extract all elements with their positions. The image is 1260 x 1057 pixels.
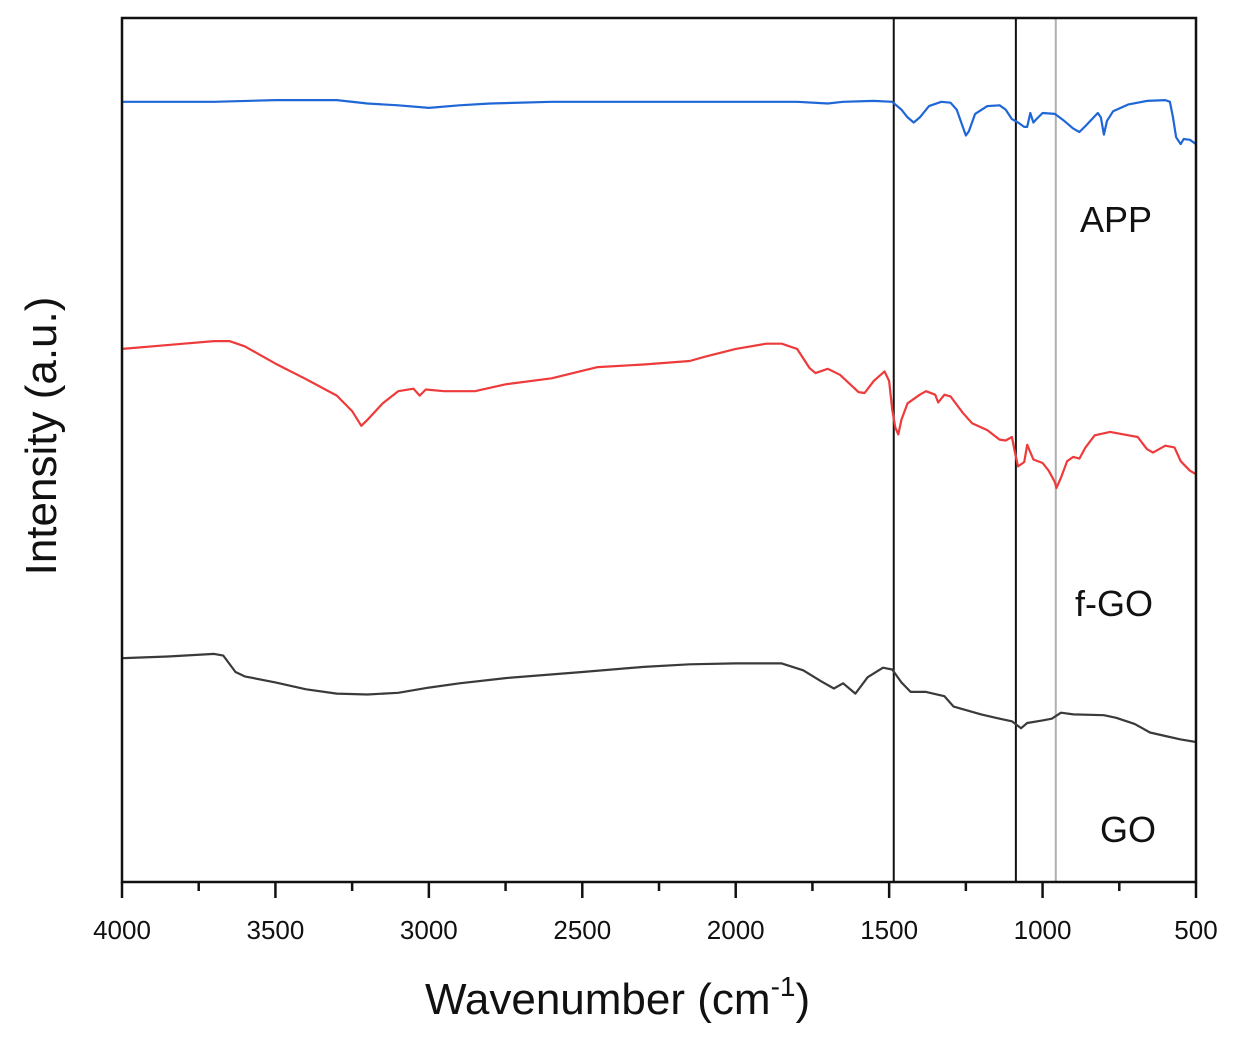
x-tick-label: 4000 — [93, 915, 151, 945]
series-line-fgo — [121, 340, 1197, 490]
x-tick-label: 2500 — [553, 915, 611, 945]
x-axis-title-superscript: -1 — [771, 971, 796, 1002]
x-tick-label: 3500 — [247, 915, 305, 945]
series-label-go: GO — [1100, 809, 1156, 850]
x-axis-title-main: Wavenumber (cm — [425, 975, 771, 1024]
series-line-go — [121, 652, 1197, 744]
x-axis-title: Wavenumber (cm-1) — [425, 971, 810, 1024]
x-tick-label: 1500 — [860, 915, 918, 945]
reference-lines — [892, 18, 1057, 882]
x-tick-label: 3000 — [400, 915, 458, 945]
plot-frame — [120, 16, 1198, 884]
series-label-fgo: f-GO — [1075, 583, 1153, 624]
series-label-app: APP — [1080, 199, 1152, 240]
x-tick-label: 500 — [1174, 915, 1217, 945]
x-axis-title-suffix: ) — [795, 975, 810, 1024]
x-tick-label: 2000 — [707, 915, 765, 945]
x-tick-label: 1000 — [1014, 915, 1072, 945]
series-lines — [121, 98, 1197, 744]
y-axis-title: Intensity (a.u.) — [17, 297, 66, 576]
series-line-app — [122, 98, 1197, 146]
x-axis-ticks: 4000 3500 3000 2500 2000 1500 1000 500 — [93, 882, 1218, 945]
